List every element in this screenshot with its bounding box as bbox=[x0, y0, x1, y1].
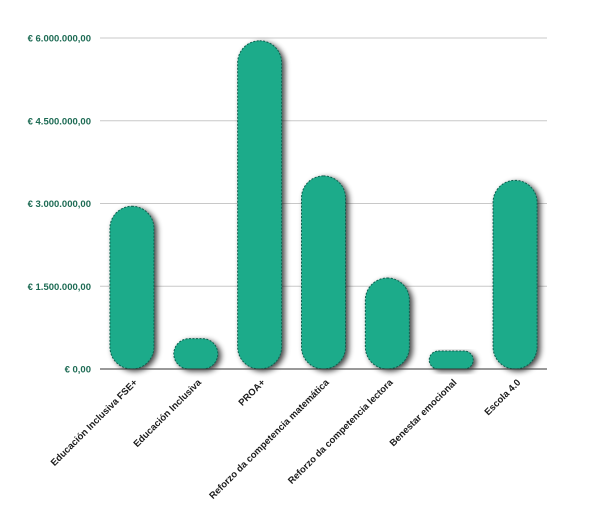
bar bbox=[492, 179, 538, 370]
x-tick-label: Escola 4.0 bbox=[483, 377, 524, 418]
y-tick-label: € 0,00 bbox=[65, 365, 91, 376]
x-axis-category-labels: Educación Inclusiva FSE+Educación Inclus… bbox=[49, 377, 523, 502]
bars bbox=[109, 40, 538, 370]
bar bbox=[428, 350, 474, 370]
x-tick-label: Benestar emocional bbox=[388, 377, 460, 449]
bar bbox=[173, 338, 219, 370]
x-tick-label: Reforzo da competencia matemática bbox=[207, 377, 332, 502]
x-tick-label: Reforzo da competencia lectora bbox=[286, 377, 396, 487]
y-axis-tick-labels: € 0,00 € 1.500.000,00 € 3.000.000,00 € 4.50… bbox=[28, 34, 91, 376]
x-tick-label: PROA+ bbox=[237, 377, 268, 408]
bar bbox=[301, 175, 346, 370]
y-tick-label: € 6.000.000,00 bbox=[28, 34, 91, 45]
y-tick-label: € 4.500.000,00 bbox=[28, 116, 91, 127]
y-tick-label: € 1.500.000,00 bbox=[28, 282, 91, 293]
bar bbox=[109, 205, 155, 370]
bar bbox=[364, 277, 410, 370]
x-tick-label: Educación Inclusiva bbox=[132, 377, 205, 450]
x-tick-label: Educación Inclusiva FSE+ bbox=[49, 377, 141, 469]
y-tick-label: € 3.000.000,00 bbox=[28, 199, 91, 210]
bar bbox=[237, 40, 283, 370]
